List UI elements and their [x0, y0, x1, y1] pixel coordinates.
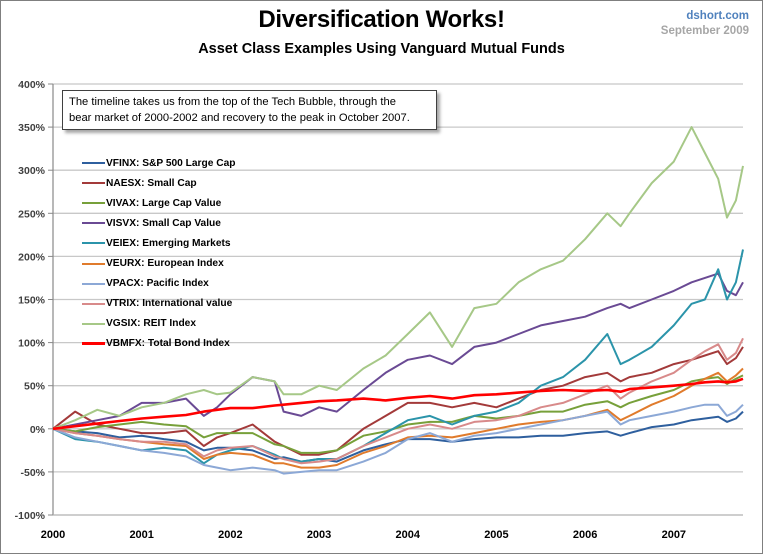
series-line-vfinx [52, 410, 744, 463]
chart-title: Diversification Works! [258, 6, 505, 33]
legend-label: NAESX: Small Cap [106, 177, 197, 189]
legend-label: VBMFX: Total Bond Index [106, 338, 230, 350]
x-tick-label: 2001 [129, 529, 153, 541]
legend-item: VTRIX: International value [82, 294, 235, 314]
legend-item: VBMFX: Total Bond Index [82, 334, 235, 354]
legend-label: VFINX: S&P 500 Large Cap [106, 157, 236, 169]
series-line-veiex [52, 249, 744, 465]
legend-item: VFINX: S&P 500 Large Cap [82, 153, 235, 173]
y-tick-label: 400% [18, 79, 46, 91]
x-tick-label: 2007 [662, 529, 686, 541]
x-tick-label: 2006 [573, 529, 597, 541]
legend-label: VPACX: Pacific Index [106, 278, 209, 290]
x-tick-label: 2005 [484, 529, 508, 541]
y-tick-label: -100% [15, 510, 46, 522]
annotation-line-1: The timeline takes us from the top of th… [69, 96, 396, 108]
source-label: dshort.com [686, 10, 749, 22]
series-line-vbmfx [52, 377, 744, 431]
legend-label: VEURX: European Index [106, 258, 224, 270]
series-line-vpacx [52, 403, 744, 475]
y-tick-label: 250% [18, 208, 46, 220]
y-tick-label: 150% [18, 295, 46, 307]
legend: VFINX: S&P 500 Large Cap NAESX: Small Cap… [82, 153, 235, 354]
legend-swatch [82, 242, 105, 245]
series-line-naesx [52, 346, 744, 456]
legend-swatch [82, 342, 105, 346]
series-line-visvx [52, 272, 744, 430]
y-axis-ticks: 400% 350% 300% 250% 200% 150% 100% 50% 0% -50% -10… [15, 79, 53, 522]
y-tick-label: -50% [20, 467, 45, 479]
legend-label: VEIEX: Emerging Markets [106, 237, 231, 249]
x-tick-label: 2003 [307, 529, 331, 541]
annotation-box: The timeline takes us from the top of th… [62, 90, 437, 130]
legend-item: VGSIX: REIT Index [82, 314, 235, 334]
x-axis-ticks: 2000 2001 2002 2003 2004 2005 2006 2007 [41, 529, 686, 541]
legend-item: VISVX: Small Cap Value [82, 213, 235, 233]
y-tick-label: 200% [18, 251, 46, 263]
y-tick-label: 50% [24, 381, 46, 393]
series-line-vtrix [52, 337, 744, 465]
date-label: September 2009 [660, 25, 749, 37]
series-line-vivax [52, 374, 744, 454]
legend-swatch [82, 282, 105, 285]
annotation-line-2: bear market of 2000-2002 and recovery to… [69, 112, 410, 124]
x-tick-label: 2004 [396, 529, 421, 541]
legend-swatch [82, 302, 105, 305]
legend-item: VEIEX: Emerging Markets [82, 233, 235, 253]
legend-swatch [82, 322, 105, 325]
legend-swatch [82, 262, 105, 265]
legend-label: VGSIX: REIT Index [106, 318, 197, 330]
legend-swatch [82, 182, 105, 185]
y-tick-label: 100% [18, 338, 46, 350]
y-tick-label: 300% [18, 165, 46, 177]
legend-swatch [82, 222, 105, 225]
x-tick-label: 2000 [41, 529, 65, 541]
legend-item: VIVAX: Large Cap Value [82, 193, 235, 213]
legend-swatch [82, 162, 105, 165]
legend-item: VPACX: Pacific Index [82, 274, 235, 294]
series-line-vgsix [52, 126, 744, 430]
legend-item: VEURX: European Index [82, 253, 235, 273]
legend-label: VISVX: Small Cap Value [106, 217, 221, 229]
y-tick-label: 350% [18, 122, 46, 134]
legend-label: VIVAX: Large Cap Value [106, 197, 222, 209]
x-tick-label: 2002 [218, 529, 242, 541]
chart-subtitle: Asset Class Examples Using Vanguard Mutu… [198, 41, 565, 57]
series-lines [52, 126, 744, 475]
legend-swatch [82, 202, 105, 205]
legend-label: VTRIX: International value [106, 298, 233, 310]
legend-item: NAESX: Small Cap [82, 173, 235, 193]
y-tick-label: 0% [30, 424, 46, 436]
